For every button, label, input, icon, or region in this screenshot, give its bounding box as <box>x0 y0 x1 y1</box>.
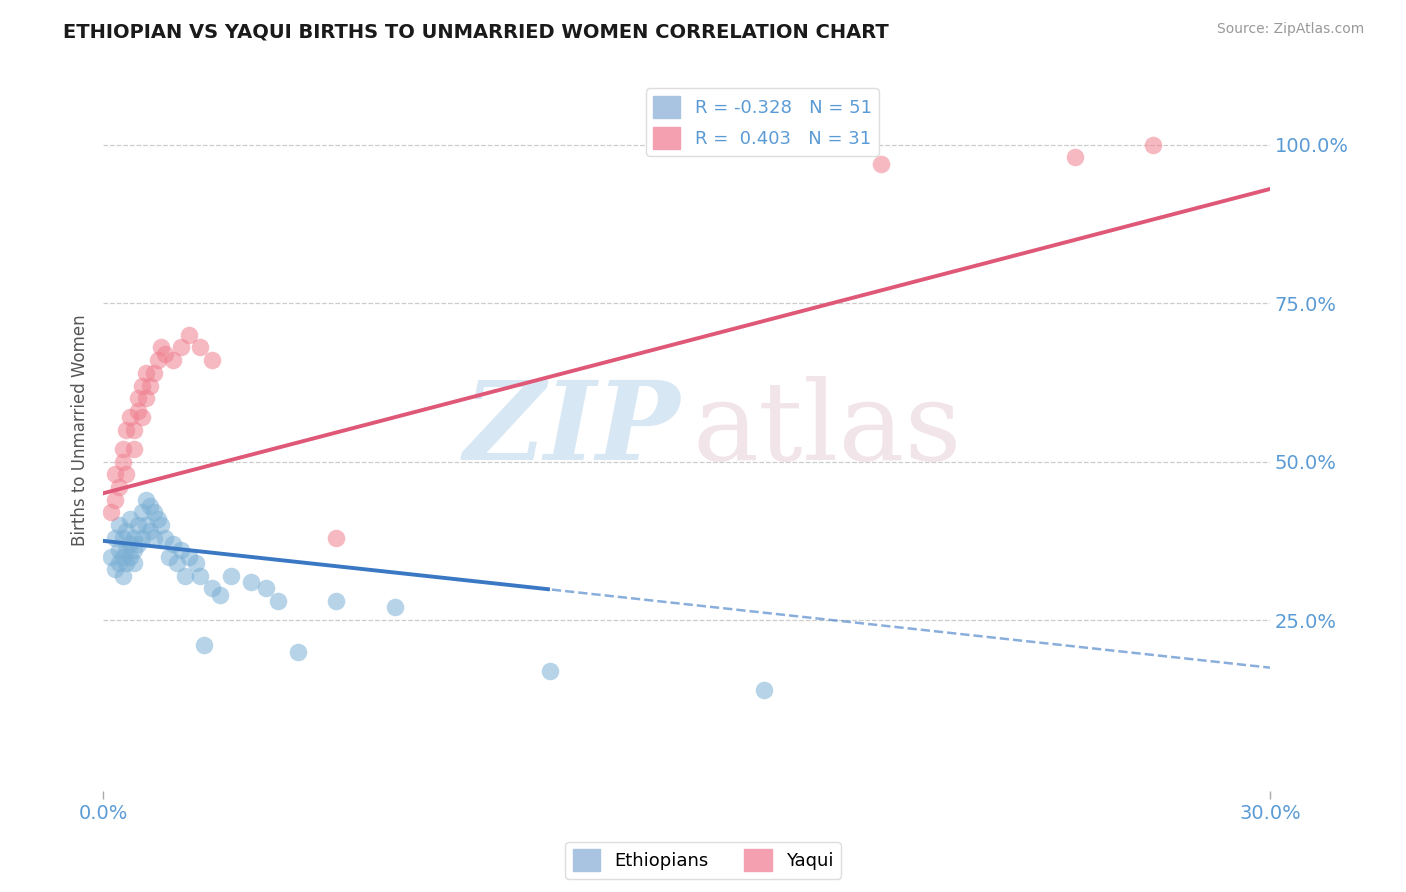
Point <box>190 568 212 582</box>
Point <box>1142 137 1164 152</box>
Point <box>107 518 129 533</box>
Point <box>120 549 142 564</box>
Point <box>111 568 134 582</box>
Point <box>115 556 138 570</box>
Point <box>186 556 208 570</box>
Point <box>104 562 127 576</box>
Point <box>120 537 142 551</box>
Point <box>122 556 145 570</box>
Point <box>127 404 149 418</box>
Point <box>107 543 129 558</box>
Point <box>122 531 145 545</box>
Point <box>131 378 153 392</box>
Point <box>120 410 142 425</box>
Point <box>135 391 157 405</box>
Point <box>162 353 184 368</box>
Point <box>107 480 129 494</box>
Point <box>139 378 162 392</box>
Y-axis label: Births to Unmarried Women: Births to Unmarried Women <box>72 314 89 546</box>
Legend: R = -0.328   N = 51, R =  0.403   N = 31: R = -0.328 N = 51, R = 0.403 N = 31 <box>645 88 879 156</box>
Point <box>107 556 129 570</box>
Point <box>384 600 406 615</box>
Point <box>127 518 149 533</box>
Point <box>120 511 142 525</box>
Point <box>208 588 231 602</box>
Point <box>256 582 278 596</box>
Point <box>131 505 153 519</box>
Point <box>170 543 193 558</box>
Point <box>193 639 215 653</box>
Point <box>135 492 157 507</box>
Point <box>142 505 165 519</box>
Point <box>111 549 134 564</box>
Point <box>325 594 347 608</box>
Point <box>115 423 138 437</box>
Point <box>122 543 145 558</box>
Point <box>177 327 200 342</box>
Point <box>115 524 138 539</box>
Point <box>100 505 122 519</box>
Point <box>135 518 157 533</box>
Point <box>127 391 149 405</box>
Point <box>150 341 173 355</box>
Point <box>122 442 145 456</box>
Point <box>111 531 134 545</box>
Point <box>131 531 153 545</box>
Point <box>325 531 347 545</box>
Text: Source: ZipAtlas.com: Source: ZipAtlas.com <box>1216 22 1364 37</box>
Point <box>170 341 193 355</box>
Point <box>115 467 138 482</box>
Point <box>127 537 149 551</box>
Point <box>146 511 169 525</box>
Point <box>135 366 157 380</box>
Point <box>201 582 224 596</box>
Text: ETHIOPIAN VS YAQUI BIRTHS TO UNMARRIED WOMEN CORRELATION CHART: ETHIOPIAN VS YAQUI BIRTHS TO UNMARRIED W… <box>63 22 889 41</box>
Point <box>173 568 195 582</box>
Point <box>162 537 184 551</box>
Point <box>111 454 134 468</box>
Point <box>287 645 309 659</box>
Point <box>538 664 561 678</box>
Point <box>177 549 200 564</box>
Point <box>104 531 127 545</box>
Point <box>142 531 165 545</box>
Text: ZIP: ZIP <box>464 376 681 483</box>
Point <box>1064 150 1087 164</box>
Legend: Ethiopians, Yaqui: Ethiopians, Yaqui <box>565 842 841 879</box>
Point <box>221 568 243 582</box>
Point <box>166 556 188 570</box>
Point <box>155 531 177 545</box>
Point <box>150 518 173 533</box>
Point <box>142 366 165 380</box>
Point <box>131 410 153 425</box>
Point <box>870 156 893 170</box>
Point <box>139 524 162 539</box>
Point <box>104 467 127 482</box>
Point <box>267 594 290 608</box>
Point <box>155 347 177 361</box>
Point <box>754 682 776 697</box>
Point <box>146 353 169 368</box>
Text: atlas: atlas <box>692 376 962 483</box>
Point <box>111 442 134 456</box>
Point <box>115 543 138 558</box>
Point <box>139 499 162 513</box>
Point <box>122 423 145 437</box>
Point <box>239 575 262 590</box>
Point <box>190 341 212 355</box>
Point <box>104 492 127 507</box>
Point <box>157 549 180 564</box>
Point <box>201 353 224 368</box>
Point <box>100 549 122 564</box>
